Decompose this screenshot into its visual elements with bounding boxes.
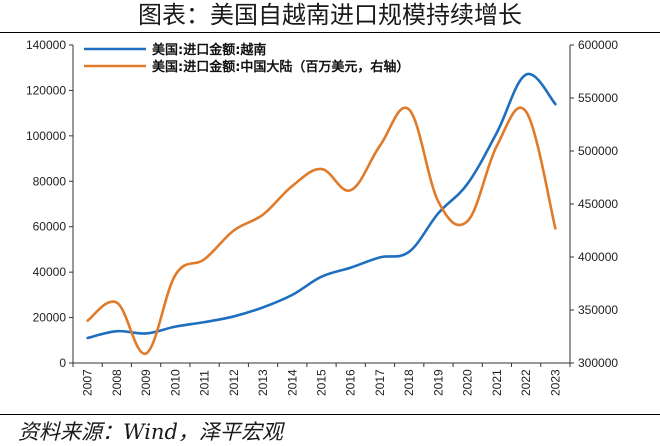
legend-label-2: 美国:进口金额:中国大陆（百万美元，右轴） (152, 59, 409, 75)
series-line-2 (86, 106, 557, 355)
x-tick-label: 2015 (315, 369, 329, 396)
y-left-tick-label: 60000 (33, 220, 67, 234)
y-left-tick-label: 100000 (26, 129, 66, 143)
y-left-tick-label: 20000 (33, 311, 67, 325)
legend-label-1: 美国:进口金额:越南 (152, 42, 266, 58)
x-tick-label: 2012 (227, 369, 241, 396)
x-tick-label: 2010 (168, 369, 182, 396)
y-right-tick-label: 350000 (578, 303, 618, 317)
x-tick-label: 2022 (519, 369, 533, 396)
y-left-tick-label: 120000 (26, 83, 66, 97)
x-tick-label: 2021 (490, 369, 504, 396)
y-right-tick-label: 300000 (578, 356, 618, 370)
x-tick-label: 2013 (256, 369, 270, 396)
title-divider (0, 32, 660, 33)
y-right-tick-label: 600000 (578, 38, 618, 52)
source-note: 资料来源：Wind，泽平宏观 (18, 420, 283, 444)
x-tick-label: 2007 (81, 369, 95, 396)
y-right-tick-label: 400000 (578, 250, 618, 264)
x-tick-label: 2023 (548, 369, 562, 396)
chart-title: 图表：美国自越南进口规模持续增长 (138, 1, 522, 29)
x-tick-label: 2011 (198, 370, 212, 396)
series-line-1 (86, 72, 557, 340)
y-left-tick-label: 140000 (26, 38, 66, 52)
y-left-tick-label: 0 (59, 356, 66, 370)
x-tick-label: 2008 (110, 369, 124, 396)
x-tick-label: 2020 (461, 369, 475, 396)
x-tick-label: 2009 (139, 369, 153, 396)
x-tick-label: 2016 (344, 369, 358, 396)
footer-divider (0, 414, 660, 415)
y-right-tick-label: 550000 (578, 91, 618, 105)
y-left-tick-label: 80000 (33, 174, 67, 188)
y-right-tick-label: 500000 (578, 144, 618, 158)
y-right-tick-label: 450000 (578, 197, 618, 211)
x-tick-label: 2018 (402, 369, 416, 396)
x-tick-label: 2019 (431, 369, 445, 396)
x-tick-label: 2017 (373, 369, 387, 396)
x-tick-label: 2014 (285, 369, 299, 396)
y-left-tick-label: 40000 (33, 265, 67, 279)
